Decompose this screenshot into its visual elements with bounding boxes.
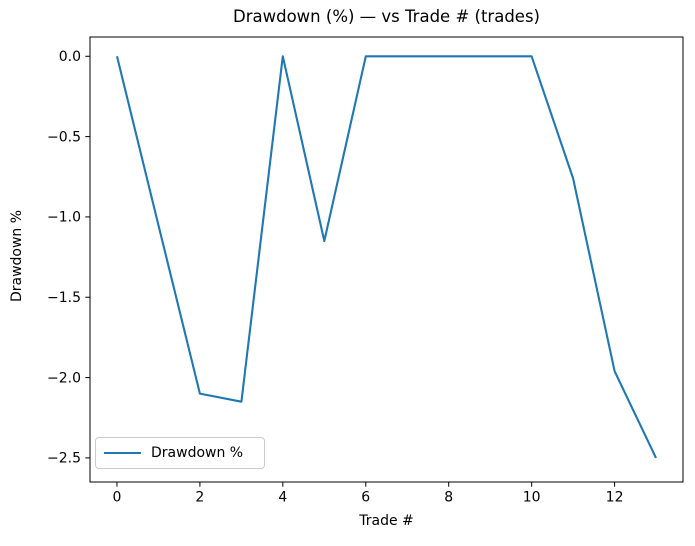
x-tick-label: 8 [444,490,453,506]
y-tick-label: −0.5 [47,129,81,145]
x-tick-label: 12 [606,490,624,506]
x-tick-label: 10 [523,490,541,506]
y-tick-label: −1.5 [47,290,81,306]
y-tick-label: −2.5 [47,451,81,467]
legend-label: Drawdown % [151,445,244,461]
x-tick-label: 0 [112,490,121,506]
y-tick-label: −1.0 [47,210,81,226]
y-tick-label: −2.0 [47,370,81,386]
x-tick-label: 6 [361,490,370,506]
drawdown-line-series [115,55,657,459]
legend: Drawdown % [95,437,265,469]
y-tick-label: 0.0 [59,49,81,65]
x-tick-label: 4 [278,490,287,506]
chart-title: Drawdown (%) — vs Trade # (trades) [233,7,540,26]
x-tick-label: 2 [195,490,204,506]
x-axis-label: Trade # [359,513,414,529]
axes-frame [89,36,684,483]
legend-line-sample-icon [104,451,141,455]
